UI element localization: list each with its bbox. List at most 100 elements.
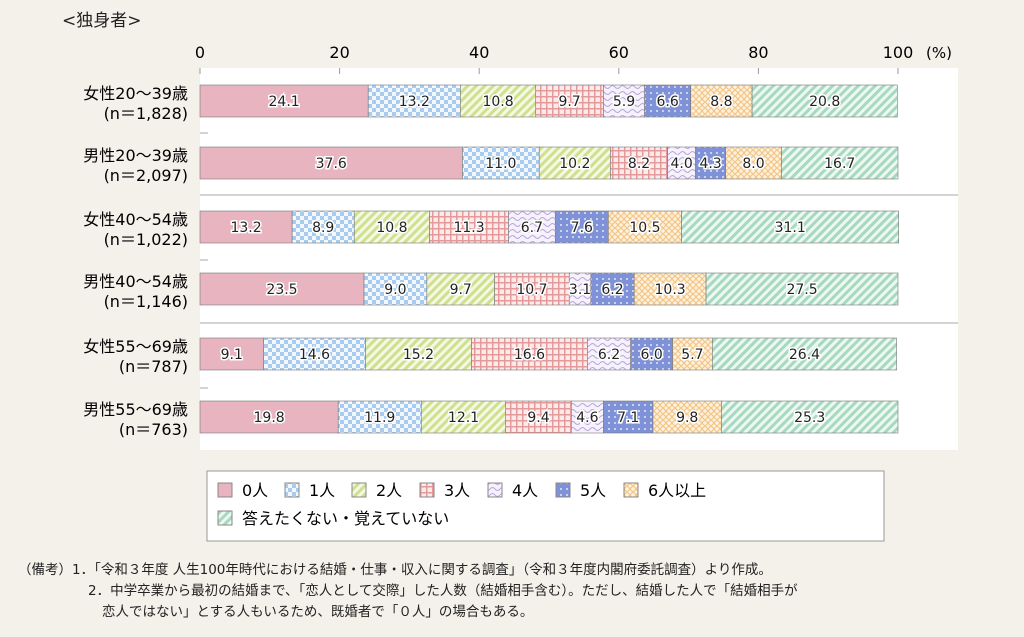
data-label: 10.5: [629, 220, 660, 236]
x-tick-label: 0: [195, 43, 205, 62]
legend-item: 答えたくない・覚えていない: [217, 509, 449, 528]
bar-segment: [705, 272, 899, 306]
category-label: 女性20～39歳: [83, 84, 188, 103]
data-label: 37.6: [316, 156, 347, 172]
stacked-bar-chart: <独身者> 0 20 40 60 80 100 (%) 女性20～39歳(n＝1,828) 2…: [62, 11, 958, 542]
legend-swatch: [284, 482, 300, 498]
bar-segment: [721, 400, 899, 434]
data-label: 8.2: [628, 156, 650, 172]
data-label: 9.7: [558, 94, 580, 110]
bar-segment: [460, 84, 537, 118]
legend-item: 2人: [351, 481, 402, 500]
data-label: 16.7: [824, 156, 855, 172]
data-label: 4.0: [670, 156, 692, 172]
bar-segment: [751, 84, 898, 118]
bar-segment: [690, 84, 753, 118]
data-label: 10.8: [376, 220, 407, 236]
data-label: 6.6: [657, 94, 679, 110]
bar-segment: [608, 210, 682, 244]
data-label: 11.3: [453, 220, 484, 236]
category-label: 女性55～69歳: [83, 337, 188, 356]
legend-item: 3人: [419, 481, 470, 500]
legend-label: 答えたくない・覚えていない: [242, 509, 449, 528]
bar-segment: [199, 272, 365, 306]
bar-segment: [652, 400, 722, 434]
x-tick-label: 100: [883, 43, 914, 62]
bar-segment: [610, 146, 668, 180]
data-label: 23.5: [266, 282, 297, 298]
data-label: 25.3: [794, 410, 825, 426]
legend-swatch: [623, 482, 639, 498]
bar-segment: [603, 400, 654, 434]
data-label: 6.7: [521, 220, 543, 236]
bar-segment: [603, 84, 645, 118]
legend-item: 6人以上: [623, 481, 706, 500]
data-label: 3.1: [569, 282, 591, 298]
bar-segment: [199, 210, 293, 244]
note-2: 2．中学卒業から最初の結婚まで、「恋人として交際」した人数（結婚相手含む）。ただ…: [88, 583, 798, 599]
x-tick-label: 80: [748, 43, 768, 62]
data-label: 15.2: [403, 347, 434, 363]
legend-label: 1人: [309, 481, 335, 500]
data-label: 26.4: [789, 347, 820, 363]
legend-swatch: [351, 482, 367, 498]
data-label: 10.7: [516, 282, 547, 298]
bar-segment: [781, 146, 899, 180]
legend-swatch: [419, 482, 435, 498]
bar-segment: [199, 84, 369, 118]
bar-segment: [571, 400, 604, 434]
bar-segment: [681, 210, 899, 244]
category-label: 男性55～69歳: [83, 400, 188, 419]
data-label: 11.9: [364, 410, 395, 426]
data-label: 9.7: [450, 282, 472, 298]
legend-item: 0人: [217, 481, 268, 500]
bar-segment: [471, 337, 588, 371]
data-label: 16.6: [514, 347, 545, 363]
category-label: 女性40～54歳: [83, 210, 188, 229]
bar-segment: [462, 146, 540, 180]
legend-item: 5人: [555, 481, 606, 500]
legend-swatch: [217, 482, 233, 498]
notes-label: （備考）: [18, 562, 72, 578]
bar-segment: [633, 272, 707, 306]
data-label: 27.5: [786, 282, 817, 298]
data-label: 13.2: [230, 220, 261, 236]
data-label: 6.0: [640, 347, 662, 363]
bar-segment: [712, 337, 897, 371]
category-label: 男性40～54歳: [83, 272, 188, 291]
legend-swatch: [217, 510, 233, 526]
data-label: 11.0: [485, 156, 516, 172]
legend-item: 4人: [487, 481, 538, 500]
category-n: (n＝1,022): [104, 230, 188, 249]
bar-segment: [630, 337, 673, 371]
data-label: 20.8: [809, 94, 840, 110]
x-unit-label: (%): [926, 44, 952, 62]
bar-segment: [725, 146, 782, 180]
data-label: 5.7: [681, 347, 703, 363]
bar-segment: [535, 84, 604, 118]
category-n: (n＝2,097): [104, 166, 188, 185]
bar-segment: [199, 146, 463, 180]
data-label: 7.6: [571, 220, 593, 236]
data-label: 13.2: [399, 94, 430, 110]
legend-label: 3人: [444, 481, 470, 500]
data-label: 12.1: [448, 410, 479, 426]
bar-segment: [538, 146, 611, 180]
bar-segment: [508, 210, 556, 244]
bar-segment: [291, 210, 355, 244]
data-label: 7.1: [617, 410, 639, 426]
x-tick-label: 60: [609, 43, 629, 62]
bar-segment: [367, 84, 461, 118]
chart-title: <独身者>: [62, 11, 142, 31]
note-3: 恋人ではない」とする人もいるため、既婚者で「０人」の場合もある。: [102, 604, 534, 620]
data-label: 8.9: [312, 220, 334, 236]
bar-segment: [199, 337, 264, 371]
legend-box: [206, 470, 885, 542]
plot-area: [200, 68, 958, 450]
x-tick-label: 20: [329, 43, 349, 62]
data-label: 9.1: [221, 347, 243, 363]
data-label: 14.6: [299, 347, 330, 363]
legend-label: 6人以上: [648, 481, 706, 500]
data-label: 5.9: [613, 94, 635, 110]
legend-label: 0人: [242, 481, 268, 500]
